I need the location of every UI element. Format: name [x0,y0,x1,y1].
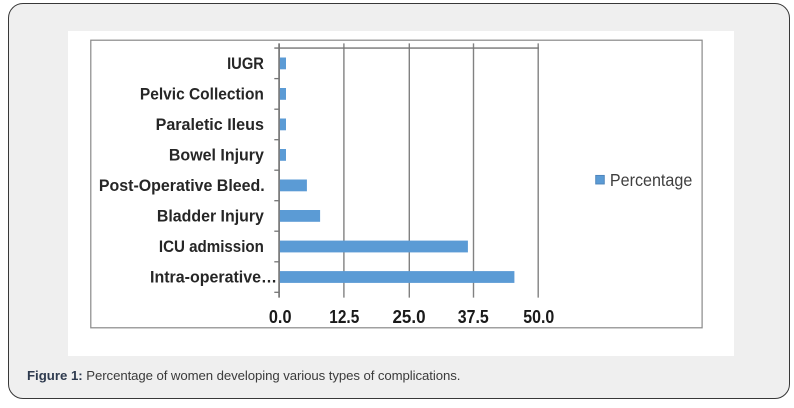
svg-text:Bladder Injury: Bladder Injury [157,207,265,226]
svg-text:Bowel Injury: Bowel Injury [169,146,265,165]
svg-text:0.0: 0.0 [269,307,292,327]
svg-text:12.5: 12.5 [329,307,359,327]
svg-text:Figure 1: Percentage of women: Figure 1: Percentage of women developing… [27,368,460,383]
svg-text:Paraletic Ileus: Paraletic Ileus [156,115,264,134]
svg-text:Intra-operative…: Intra-operative… [150,268,277,287]
svg-text:50.0: 50.0 [523,307,554,327]
svg-text:Percentage: Percentage [610,170,692,190]
svg-text:Pelvic Collection: Pelvic Collection [140,85,264,104]
svg-text:Post-Operative Bleed.: Post-Operative Bleed. [99,176,265,195]
svg-text:ICU admission: ICU admission [159,237,264,256]
svg-text:25.0: 25.0 [392,307,425,327]
svg-text:37.5: 37.5 [458,307,489,327]
svg-text:IUGR: IUGR [227,54,264,73]
